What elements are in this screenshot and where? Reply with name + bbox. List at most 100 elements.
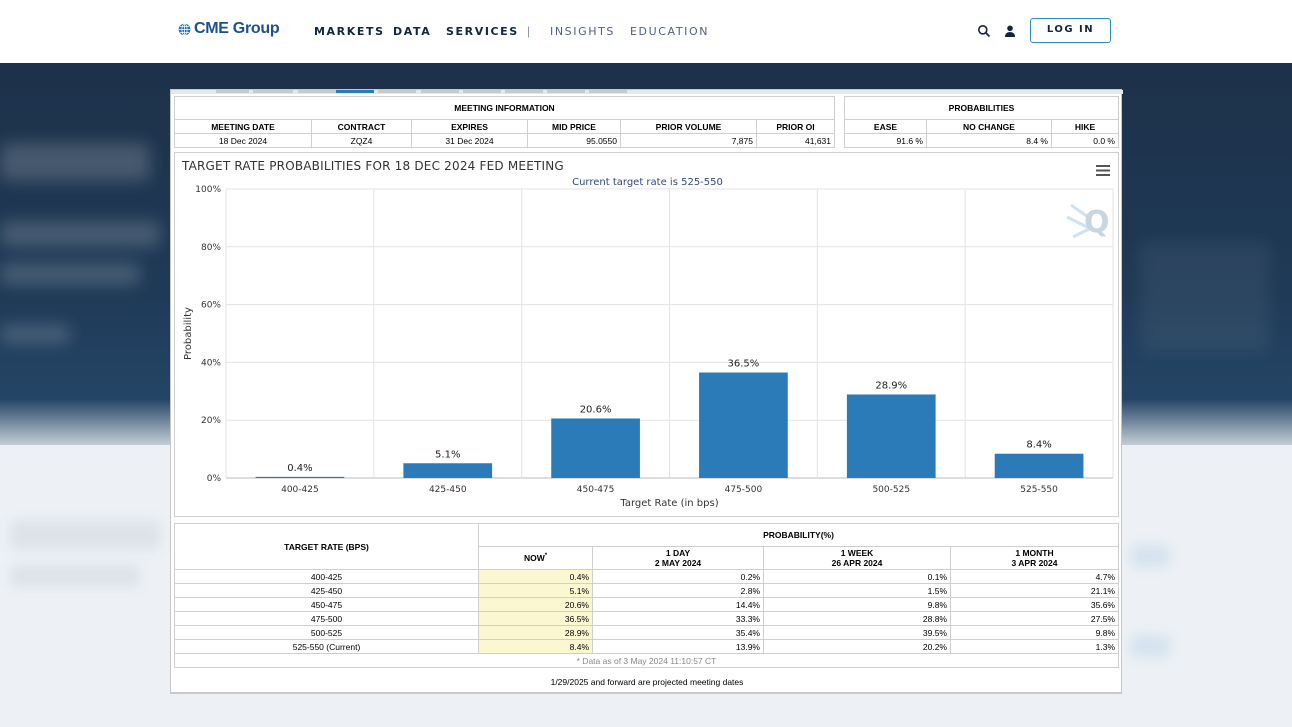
one-month-cell: 9.8% [950,625,1119,640]
col-1-day: 1 DAY 2 MAY 2024 [592,546,764,570]
table-row: 400-425 0.4% 0.2% 0.1% 4.7% [174,569,1119,584]
bar [403,463,493,478]
table-row: 425-450 5.1% 2.8% 1.5% 21.1% [174,583,1119,598]
table-row: 525-550 (Current) 8.4% 13.9% 20.2% 1.3% [174,639,1119,654]
watermark-letter: Q [1084,205,1110,240]
rate-cell: 525-550 (Current) [174,639,479,654]
one-day-cell: 35.4% [592,625,764,640]
globe-icon [178,22,191,36]
col-hike: HIKE [1051,119,1119,134]
one-month-cell: 35.6% [950,597,1119,612]
rate-cell: 425-450 [174,583,479,598]
col-ease: EASE [844,119,927,134]
one-day-cell: 33.3% [592,611,764,626]
ease-value: 91.6 % [844,133,927,148]
col-1-month-line1: 1 MONTH [1015,548,1054,558]
one-week-cell: 39.5% [763,625,951,640]
meeting-date-value: 18 Dec 2024 [174,133,312,148]
x-tick-label: 425-450 [429,485,467,495]
rate-cell: 450-475 [174,597,479,612]
prior-volume-value: 7,875 [620,133,757,148]
x-tick-label: 450-475 [577,485,615,495]
col-no-change: NO CHANGE [926,119,1052,134]
one-day-cell: 14.4% [592,597,764,612]
expires-value: 31 Dec 2024 [411,133,528,148]
nav-separator: | [527,24,531,38]
col-1-week-line2: 26 APR 2024 [831,558,883,568]
probability-group-header: PROBABILITY(%) [478,523,1119,547]
mid-price-value: 95.0550 [527,133,621,148]
x-tick-label: 475-500 [725,485,763,495]
bar-value-label: 0.4% [287,463,312,474]
one-month-cell: 4.7% [950,569,1119,584]
one-week-cell: 0.1% [763,569,951,584]
x-tick-label: 400-425 [281,485,319,495]
search-icon[interactable] [977,24,991,38]
meeting-tab-strip [171,90,1123,94]
probabilities-table: PROBABILITIES EASE NO CHANGE HIKE 91.6 %… [844,96,1119,148]
col-1-day-line2: 2 MAY 2024 [654,558,702,568]
quikstrike-watermark-icon: Q [1066,203,1110,240]
projected-dates-note: 1/29/2025 and forward are projected meet… [550,677,744,687]
col-expires: EXPIRES [411,119,528,134]
x-tick-label: 500-525 [872,485,910,495]
now-cell: 36.5% [478,611,593,626]
probability-history-table: TARGET RATE (BPS) PROBABILITY(%) NOW* 1 … [174,523,1119,668]
nav-insights[interactable]: INSIGHTS [550,25,615,38]
col-meeting-date: MEETING DATE [174,119,312,134]
data-as-of-note: * Data as of 3 May 2024 11:10:57 CT [174,653,1119,668]
rate-cell: 500-525 [174,625,479,640]
nav-services[interactable]: SERVICES [446,25,519,38]
y-tick-label: 60% [201,301,221,311]
one-month-cell: 21.1% [950,583,1119,598]
col-target-rate: TARGET RATE (BPS) [174,523,479,570]
col-1-week-line1: 1 WEEK [840,548,874,558]
bar-value-label: 20.6% [580,404,612,415]
nav-data[interactable]: DATA [393,25,432,38]
nav-education[interactable]: EDUCATION [630,25,710,38]
col-now-mark: * [544,553,548,560]
rate-cell: 475-500 [174,611,479,626]
nav-markets[interactable]: MARKETS [314,25,385,38]
bar [551,418,640,478]
now-cell: 5.1% [478,583,593,598]
active-meeting-tab[interactable] [336,90,374,93]
now-cell: 0.4% [478,569,593,584]
one-week-cell: 28.8% [763,611,951,626]
y-tick-label: 20% [201,416,221,426]
one-month-cell: 27.5% [950,611,1119,626]
no-change-value: 8.4 % [926,133,1052,148]
contract-value: ZQZ4 [311,133,412,148]
login-button[interactable]: LOG IN [1030,18,1111,43]
bar-chart-svg: 0%20%40%60%80%100%0.4%400-4255.1%425-450… [183,185,1114,509]
col-1-week: 1 WEEK 26 APR 2024 [763,546,951,570]
col-1-day-line1: 1 DAY [665,548,691,558]
fedwatch-panel: MEETING INFORMATION MEETING DATE CONTRAC… [170,89,1123,693]
bar-value-label: 8.4% [1026,440,1051,451]
one-day-cell: 2.8% [592,583,764,598]
meeting-information-table: MEETING INFORMATION MEETING DATE CONTRAC… [174,96,835,148]
now-cell: 28.9% [478,625,593,640]
logo-text: CME Group [194,20,280,37]
top-navigation-bar: CME Group MARKETS DATA SERVICES | INSIGH… [0,0,1292,63]
col-prior-oi: PRIOR OI [756,119,835,134]
user-icon[interactable] [1003,24,1017,38]
now-cell: 8.4% [478,639,593,654]
one-week-cell: 20.2% [763,639,951,654]
hamburger-menu-icon[interactable] [1096,165,1110,176]
col-mid-price: MID PRICE [527,119,621,134]
chart-title: TARGET RATE PROBABILITIES FOR 18 DEC 202… [182,159,564,173]
table-row: 500-525 28.9% 35.4% 39.5% 9.8% [174,625,1119,640]
cme-group-logo[interactable]: CME Group [178,20,280,38]
hike-value: 0.0 % [1051,133,1119,148]
bar-value-label: 5.1% [435,449,460,460]
one-month-cell: 1.3% [950,639,1119,654]
col-now-label: NOW [523,553,545,563]
probabilities-header: PROBABILITIES [844,96,1119,120]
col-contract: CONTRACT [311,119,412,134]
table-row: 475-500 36.5% 33.3% 28.8% 27.5% [174,611,1119,626]
col-1-month: 1 MONTH 3 APR 2024 [950,546,1119,570]
prior-oi-value: 41,631 [756,133,835,148]
y-tick-label: 0% [207,474,222,484]
bar [699,372,788,478]
